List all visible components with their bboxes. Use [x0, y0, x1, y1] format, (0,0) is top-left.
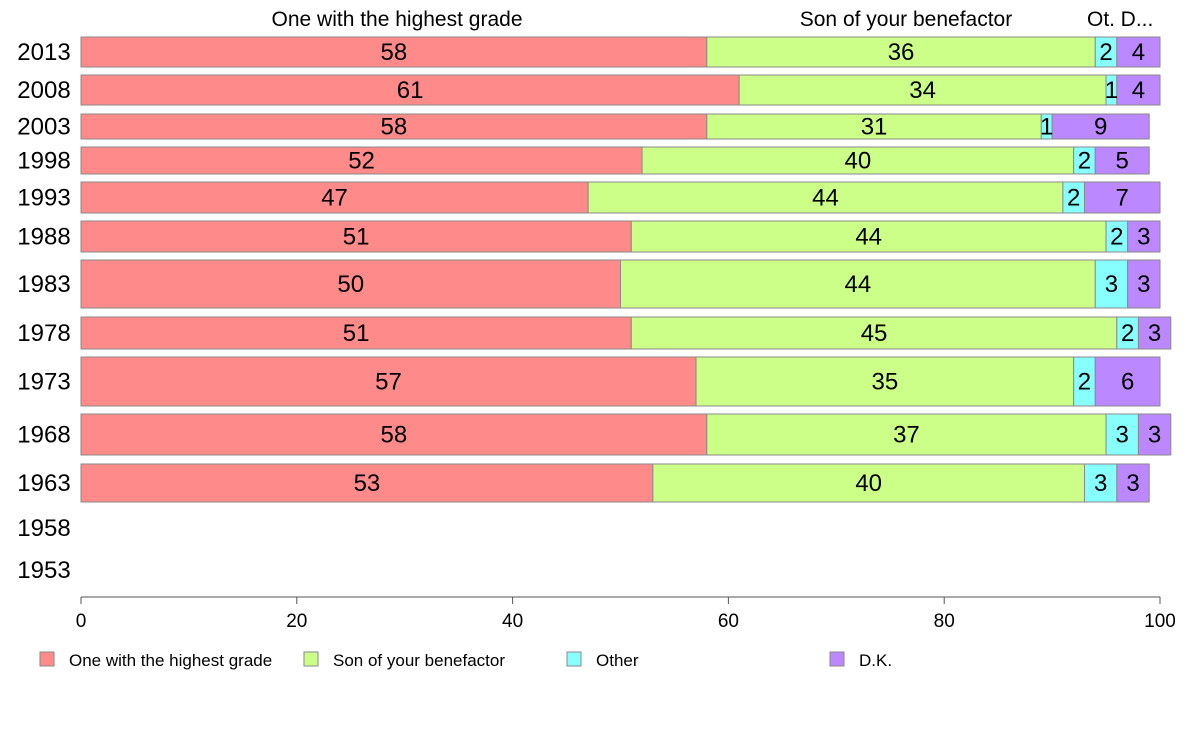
legend-swatch: [304, 652, 318, 666]
legend-label: D.K.: [859, 651, 892, 670]
top-header-benefactor: Son of your benefactor: [800, 8, 1012, 31]
bar-value-label: 45: [861, 320, 888, 347]
x-axis: 0 20 40 60 80 100: [76, 597, 1176, 632]
bar-value-label: 31: [861, 114, 888, 141]
year-label: 1973: [17, 369, 70, 396]
stacked-bar-chart: One with the highest grade Son of your b…: [0, 0, 1188, 736]
bar-value-label: 3: [1148, 320, 1161, 347]
bar-value-label: 2: [1110, 224, 1123, 251]
bar-value-label: 4: [1132, 39, 1145, 66]
bar-value-label: 47: [321, 185, 348, 212]
bar-value-label: 3: [1137, 271, 1150, 298]
bar-value-label: 3: [1148, 422, 1161, 449]
year-label: 1963: [17, 470, 70, 497]
bar-value-label: 3: [1116, 422, 1129, 449]
bars: [81, 37, 1171, 502]
legend-label: Other: [596, 651, 639, 670]
year-label: 2013: [17, 39, 70, 66]
bar-value-label: 40: [845, 148, 872, 175]
bar-value-label: 3: [1126, 470, 1139, 497]
bar-value-label: 58: [381, 422, 408, 449]
x-tick-label: 80: [934, 611, 955, 632]
bar-value-label: 2: [1121, 320, 1134, 347]
bar-value-label: 58: [381, 39, 408, 66]
year-label: 2008: [17, 77, 70, 104]
bar-value-label: 51: [343, 224, 370, 251]
bar-value-label: 2: [1067, 185, 1080, 212]
legend-label: Son of your benefactor: [333, 651, 505, 670]
bar-value-label: 7: [1116, 185, 1129, 212]
bar-value-label: 4: [1132, 77, 1145, 104]
year-label: 1958: [17, 515, 70, 542]
bar-value-label: 1: [1040, 114, 1053, 141]
year-label: 1953: [17, 557, 70, 584]
year-labels: 2013 2008 2003 1998 1993 1988 1983 1978 1973 1968…: [17, 39, 70, 584]
x-tick-label: 20: [286, 611, 307, 632]
bar-value-label: 53: [354, 470, 381, 497]
bar-value-label: 35: [872, 369, 899, 396]
bar-value-label: 2: [1078, 148, 1091, 175]
legend-swatch: [40, 652, 54, 666]
year-label: 1978: [17, 320, 70, 347]
bar-value-label: 44: [845, 271, 872, 298]
bar-value-label: 40: [855, 470, 882, 497]
bar-value-label: 50: [337, 271, 364, 298]
legend-swatch: [567, 652, 581, 666]
top-headers: One with the highest grade Son of your b…: [272, 8, 1154, 31]
legend-label: One with the highest grade: [69, 651, 272, 670]
bar-value-label: 57: [375, 369, 402, 396]
bar-value-label: 44: [812, 185, 839, 212]
bar-value-label: 6: [1121, 369, 1134, 396]
chart-container: One with the highest grade Son of your b…: [0, 0, 1188, 736]
bar-value-label: 61: [397, 77, 424, 104]
top-header-other: Ot.: [1087, 8, 1115, 31]
legend: One with the highest grade Son of your be…: [40, 651, 892, 670]
year-label: 1983: [17, 271, 70, 298]
bar-value-label: 3: [1137, 224, 1150, 251]
bar-value-label: 36: [888, 39, 915, 66]
x-tick-label: 40: [502, 611, 523, 632]
bar-value-label: 2: [1099, 39, 1112, 66]
year-label: 1968: [17, 422, 70, 449]
year-label: 1988: [17, 224, 70, 251]
x-tick-label: 0: [76, 611, 87, 632]
bar-value-label: 34: [909, 77, 936, 104]
year-label: 1998: [17, 148, 70, 175]
bar-value-label: 5: [1116, 148, 1129, 175]
bar-value-label: 44: [855, 224, 882, 251]
year-label: 1993: [17, 185, 70, 212]
x-tick-label: 100: [1144, 611, 1176, 632]
bar-value-label: 2: [1078, 369, 1091, 396]
top-header-highest-grade: One with the highest grade: [272, 8, 523, 31]
bar-value-label: 3: [1105, 271, 1118, 298]
bar-value-label: 3: [1094, 470, 1107, 497]
bar-value-label: 37: [893, 422, 920, 449]
top-header-dk: D...: [1121, 8, 1154, 31]
bar-value-label: 9: [1094, 114, 1107, 141]
year-label: 2003: [17, 114, 70, 141]
legend-swatch: [830, 652, 844, 666]
bar-value-label: 51: [343, 320, 370, 347]
bar-value-label: 58: [381, 114, 408, 141]
x-tick-label: 60: [718, 611, 739, 632]
bar-value-label: 52: [348, 148, 375, 175]
bar-value-label: 1: [1105, 77, 1118, 104]
